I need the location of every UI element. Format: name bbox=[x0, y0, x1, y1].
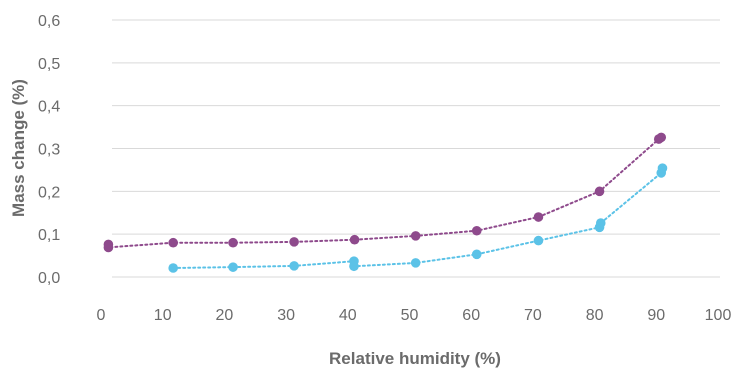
y-tick-label: 0,5 bbox=[38, 56, 60, 73]
data-point bbox=[533, 235, 544, 246]
y-tick-label: 0,4 bbox=[38, 99, 60, 116]
x-tick-label: 70 bbox=[524, 307, 542, 324]
y-tick-label: 0,3 bbox=[38, 142, 60, 159]
data-point bbox=[595, 218, 606, 228]
x-tick-label: 60 bbox=[462, 307, 480, 324]
data-point bbox=[410, 258, 421, 268]
series-1-line bbox=[107, 136, 663, 249]
x-axis-title: Relative humidity (%) bbox=[329, 349, 501, 368]
y-tick-label: 0,2 bbox=[38, 184, 60, 201]
data-point bbox=[289, 261, 299, 271]
data-point bbox=[168, 263, 178, 273]
x-tick-label: 90 bbox=[647, 307, 665, 324]
data-point bbox=[656, 132, 667, 143]
data-point bbox=[103, 242, 114, 253]
y-tick-label: 0,0 bbox=[38, 270, 60, 287]
data-point bbox=[471, 249, 482, 260]
data-point bbox=[289, 237, 299, 247]
data-point bbox=[657, 163, 668, 174]
x-tick-label: 10 bbox=[154, 307, 172, 324]
series-1 bbox=[103, 132, 667, 253]
data-series bbox=[103, 132, 668, 273]
data-point bbox=[349, 234, 360, 245]
data-point bbox=[410, 231, 421, 241]
x-tick-label: 80 bbox=[586, 307, 604, 324]
x-tick-label: 20 bbox=[216, 307, 234, 324]
y-tick-label: 0,6 bbox=[38, 13, 60, 30]
data-point bbox=[228, 262, 238, 272]
data-point bbox=[228, 237, 238, 248]
x-tick-label: 30 bbox=[277, 307, 295, 324]
x-tick-label: 50 bbox=[401, 307, 419, 324]
y-axis-title: Mass change (%) bbox=[9, 79, 28, 217]
x-tick-label: 0 bbox=[97, 307, 106, 324]
series-2-line bbox=[172, 167, 664, 269]
y-axis-ticks: 0,0 0,1 0,2 0,3 0,4 0,5 0,6 bbox=[38, 13, 60, 287]
x-axis-ticks: 0 10 20 30 40 50 60 70 80 90 100 bbox=[97, 307, 732, 324]
y-tick-label: 0,1 bbox=[38, 227, 60, 244]
series-2 bbox=[168, 163, 668, 273]
data-point bbox=[168, 237, 178, 248]
gridlines bbox=[112, 19, 720, 278]
x-tick-label: 40 bbox=[339, 307, 357, 324]
data-point bbox=[349, 261, 359, 272]
data-point bbox=[594, 186, 605, 197]
data-point bbox=[471, 225, 482, 236]
x-tick-label: 100 bbox=[705, 307, 732, 324]
data-point bbox=[533, 212, 544, 222]
